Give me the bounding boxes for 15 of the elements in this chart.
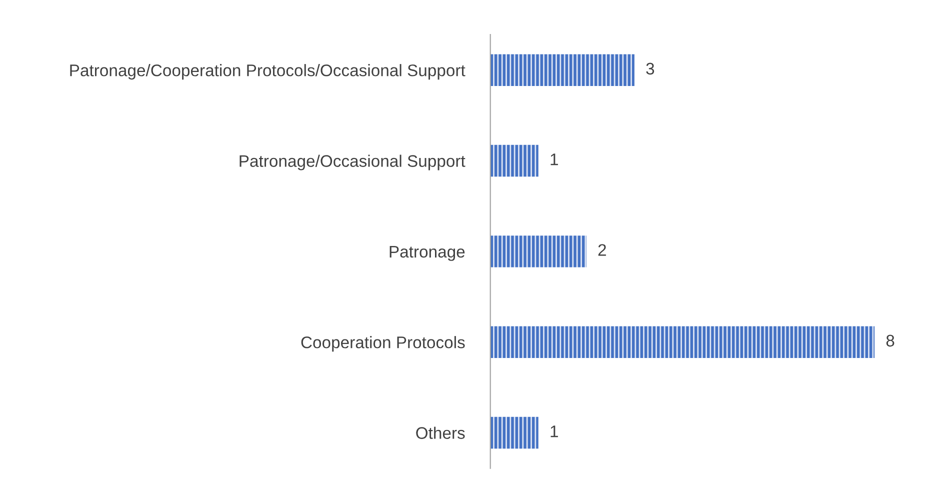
bar (490, 144, 538, 177)
bar (490, 326, 875, 358)
y-tick-label: Others (416, 426, 465, 439)
y-tick-label: Patronage (390, 246, 465, 261)
data-label: 1 (550, 426, 558, 438)
bar (490, 54, 634, 86)
y-tick-label: Cooperation Protocols (301, 336, 465, 352)
data-label: 3 (646, 62, 654, 75)
bar (490, 236, 586, 268)
bar (490, 416, 538, 449)
y-tick-label: Patronage/Cooperation Protocols/Occasional Support (70, 64, 466, 80)
data-label: 2 (598, 244, 606, 256)
data-label: 8 (886, 334, 894, 347)
data-label: 1 (550, 154, 558, 166)
y-tick-label: Patronage/Occasional Support (240, 154, 466, 170)
